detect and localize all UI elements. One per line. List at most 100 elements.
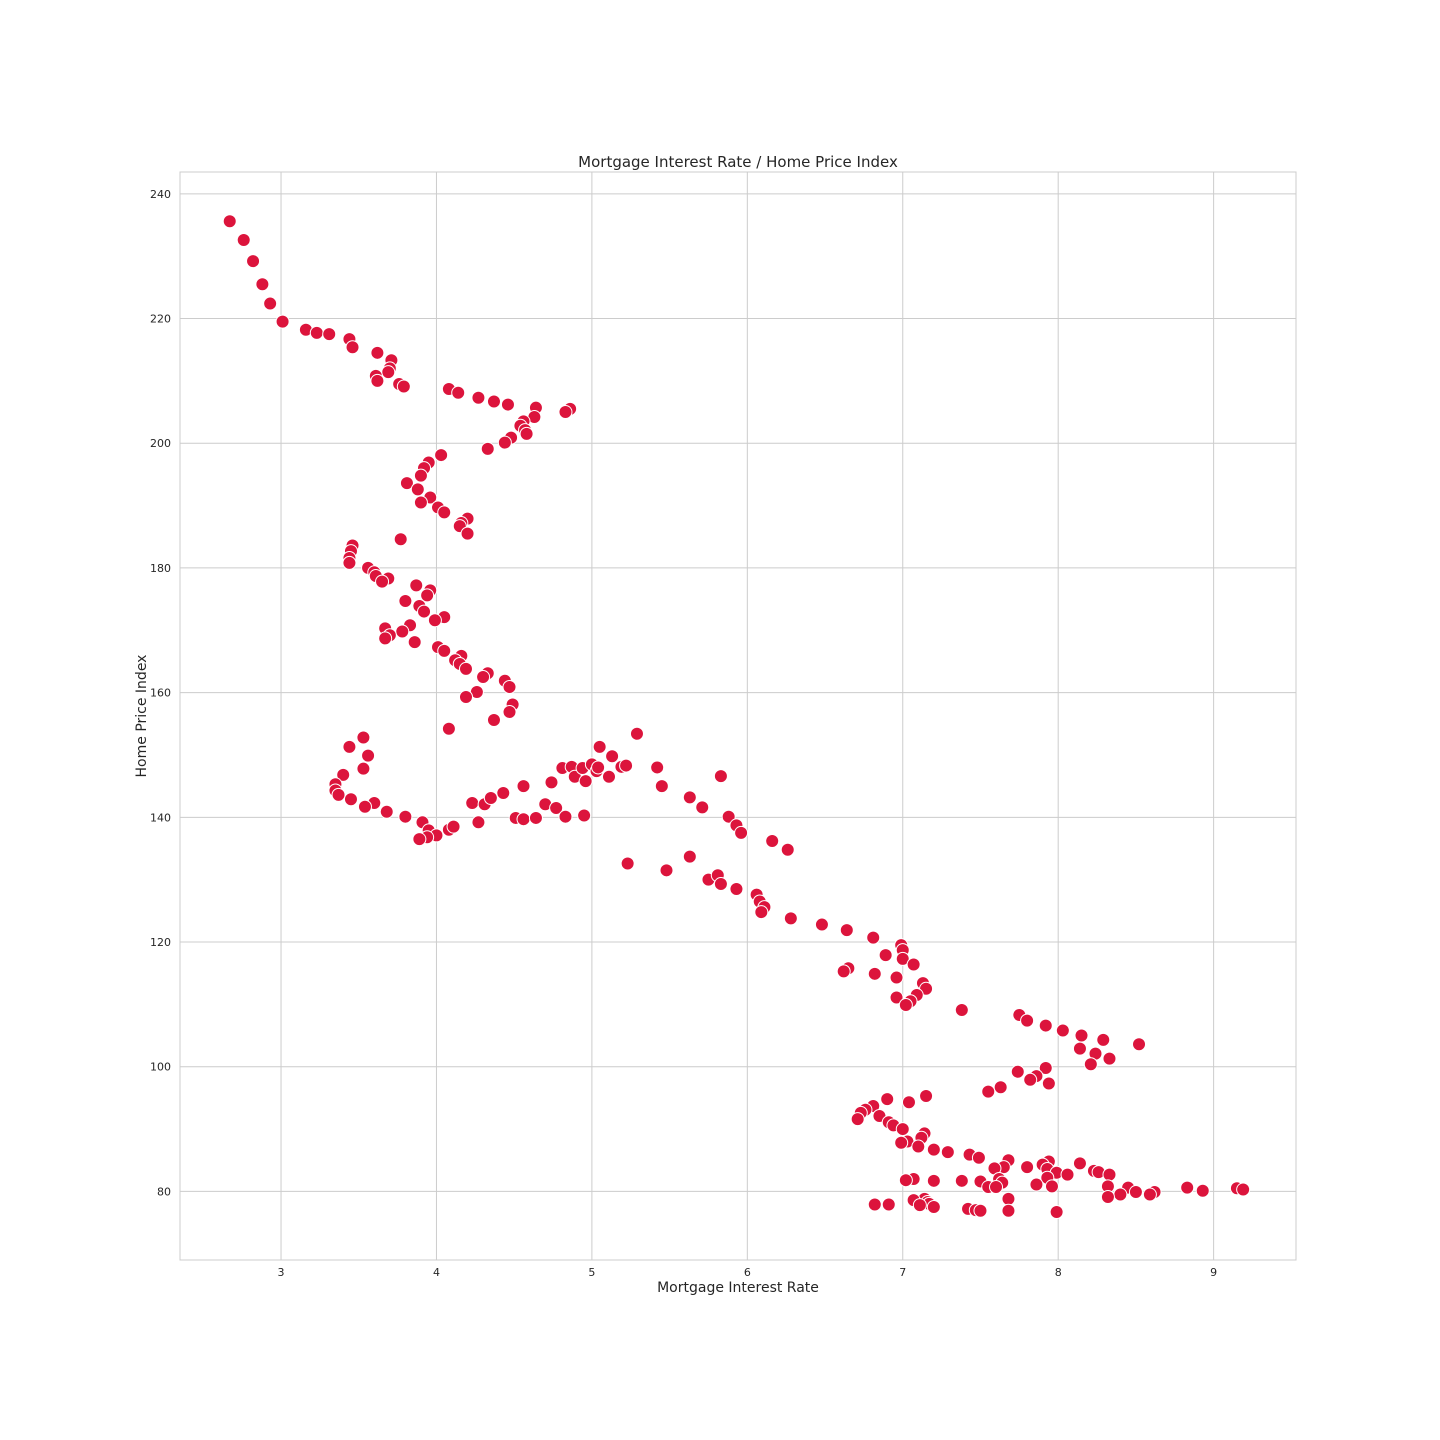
data-point	[682, 849, 697, 864]
data-point	[483, 790, 498, 805]
data-point	[898, 1173, 913, 1188]
data-point	[471, 815, 486, 830]
data-point	[356, 730, 371, 745]
data-point	[911, 1139, 926, 1154]
data-point	[342, 555, 357, 570]
data-point	[370, 345, 385, 360]
y-tick-label: 240	[150, 188, 171, 201]
data-point	[993, 1080, 1008, 1095]
data-point	[1083, 1057, 1098, 1072]
data-point	[1195, 1183, 1210, 1198]
data-point	[236, 232, 251, 247]
data-point	[654, 779, 669, 794]
data-point	[1102, 1051, 1117, 1066]
data-point	[412, 832, 427, 847]
data-point	[926, 1200, 941, 1215]
data-point	[486, 713, 501, 728]
data-point	[451, 385, 466, 400]
data-point	[544, 775, 559, 790]
data-point	[619, 758, 634, 773]
data-point	[1096, 1032, 1111, 1047]
data-point	[1055, 1023, 1070, 1038]
data-point	[713, 877, 728, 892]
data-point	[1044, 1179, 1059, 1194]
data-point	[577, 808, 592, 823]
data-point	[396, 379, 411, 394]
data-point	[889, 970, 904, 985]
data-point	[434, 448, 449, 463]
data-point	[410, 482, 425, 497]
data-point	[780, 842, 795, 857]
data-point	[446, 819, 461, 834]
data-point	[460, 526, 475, 541]
grid-lines	[180, 172, 1296, 1260]
data-point	[519, 426, 534, 441]
data-point	[381, 365, 396, 380]
y-tick-label: 180	[150, 562, 171, 575]
data-point	[502, 680, 517, 695]
data-point	[895, 1122, 910, 1137]
data-point	[398, 593, 413, 608]
data-point	[1074, 1028, 1089, 1043]
data-point	[497, 435, 512, 450]
data-point	[1038, 1018, 1053, 1033]
data-point	[954, 1002, 969, 1017]
data-point	[836, 964, 851, 979]
data-point	[912, 1198, 927, 1213]
data-point	[850, 1112, 865, 1127]
plot-frame	[179, 171, 1297, 1261]
data-point	[1142, 1187, 1157, 1202]
data-point	[1001, 1203, 1016, 1218]
data-point	[393, 532, 408, 547]
y-tick-labels: 80 100 120 140 160 180 200 220 240	[150, 188, 171, 1199]
data-point	[650, 760, 665, 775]
data-point	[1049, 1204, 1064, 1219]
data-point	[629, 726, 644, 741]
data-point	[1020, 1160, 1035, 1175]
chart-title: Mortgage Interest Rate / Home Price Inde…	[578, 153, 898, 171]
y-tick-label: 140	[150, 811, 171, 824]
data-point	[1072, 1156, 1087, 1171]
data-point	[1180, 1180, 1195, 1195]
data-point	[420, 588, 435, 603]
data-point	[940, 1145, 955, 1160]
data-point	[971, 1150, 986, 1165]
x-tick-label: 7	[899, 1266, 906, 1279]
data-point	[496, 786, 511, 801]
data-point	[1132, 1037, 1147, 1052]
data-point	[275, 314, 290, 329]
data-point	[342, 739, 357, 754]
data-point	[898, 997, 913, 1012]
x-tick-label: 6	[744, 1266, 751, 1279]
data-point	[881, 1197, 896, 1212]
data-point	[1236, 1182, 1251, 1197]
x-tick-labels: 3 4 5 6 7 8 9	[278, 1266, 1218, 1279]
data-point	[954, 1173, 969, 1188]
data-point	[578, 774, 593, 789]
y-tick-label: 80	[157, 1185, 171, 1198]
data-point	[783, 911, 798, 926]
data-point	[357, 799, 372, 814]
data-point	[729, 882, 744, 897]
data-point	[973, 1203, 988, 1218]
y-tick-label: 100	[150, 1061, 171, 1074]
data-point	[1020, 1013, 1035, 1028]
y-tick-label: 160	[150, 687, 171, 700]
data-point	[502, 704, 517, 719]
data-point	[465, 795, 480, 810]
data-point	[558, 809, 573, 824]
data-point	[605, 749, 620, 764]
data-point	[659, 863, 674, 878]
data-point	[399, 476, 414, 491]
data-point	[919, 1089, 934, 1104]
data-point	[458, 689, 473, 704]
data-point	[476, 670, 491, 685]
data-point	[867, 966, 882, 981]
x-tick-label: 5	[588, 1266, 595, 1279]
x-tick-label: 9	[1210, 1266, 1217, 1279]
x-tick-label: 4	[433, 1266, 440, 1279]
data-point	[322, 327, 337, 342]
data-point	[437, 505, 452, 520]
data-point	[721, 809, 736, 824]
data-point	[309, 325, 324, 340]
